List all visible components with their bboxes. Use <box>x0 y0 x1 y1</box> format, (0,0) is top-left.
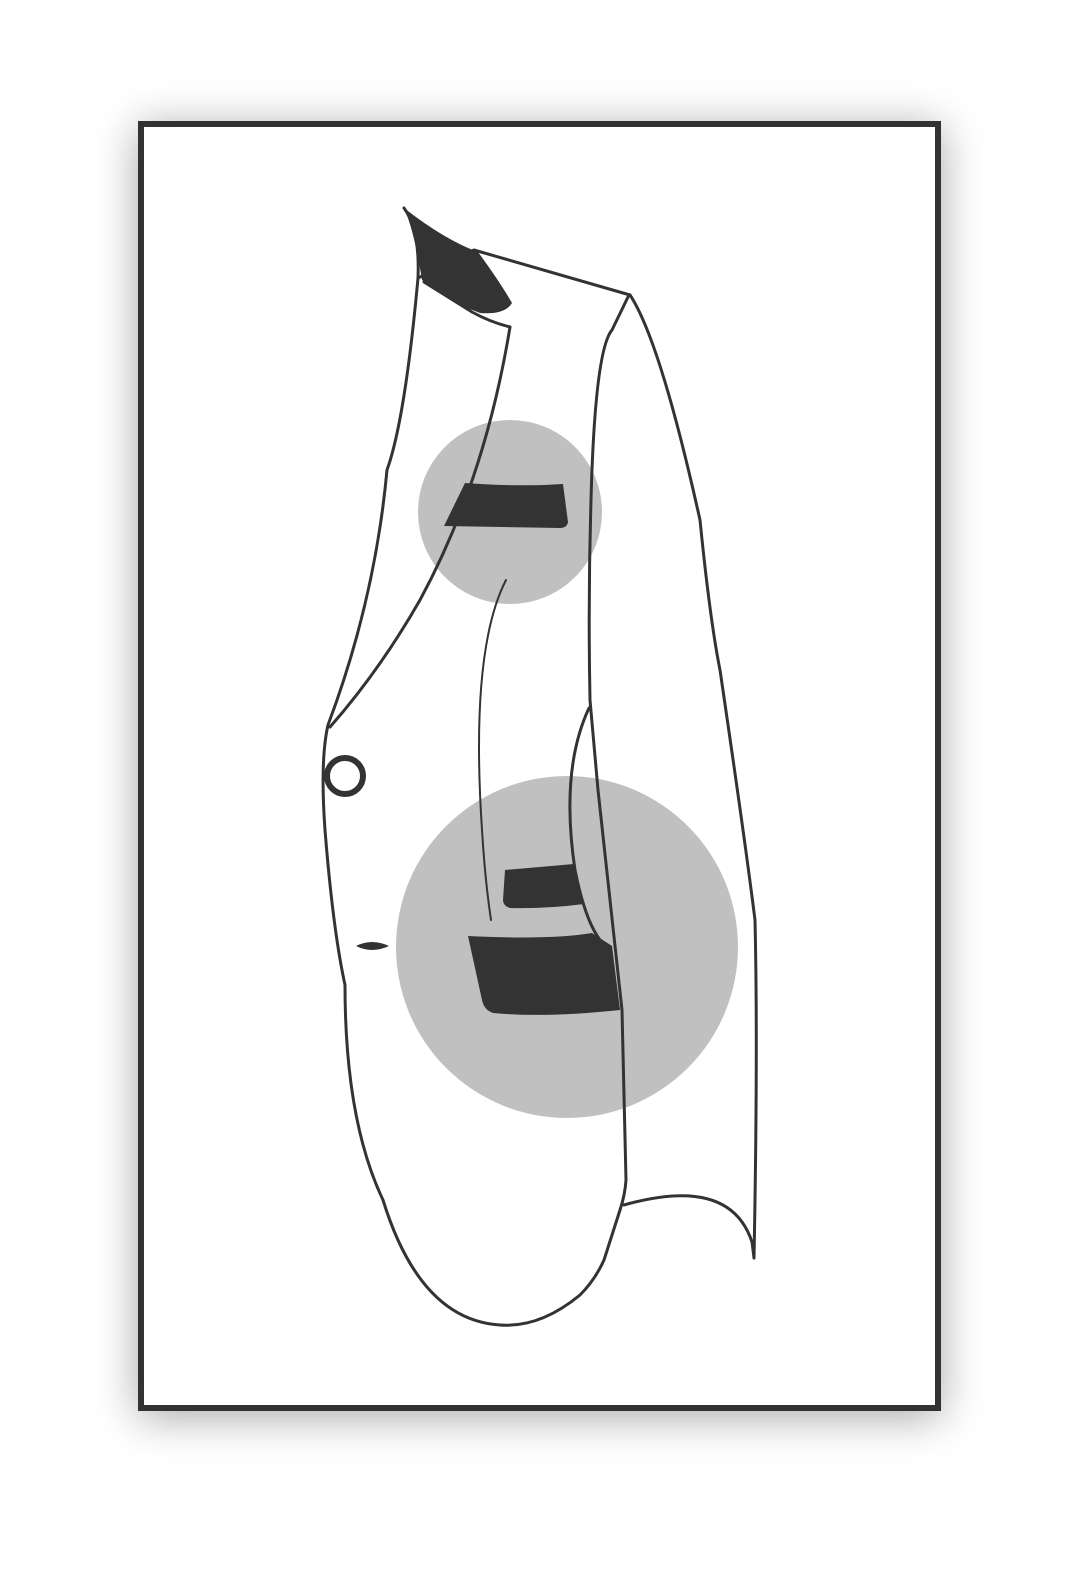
buttonhole-mark <box>356 942 389 950</box>
lapel-notch <box>422 280 512 329</box>
collar-underside <box>404 208 512 314</box>
sleeve-cuff <box>622 1194 756 1260</box>
lapel-outline <box>328 325 512 729</box>
picture-frame <box>138 121 941 1411</box>
lower-pocket-flap <box>468 933 620 1015</box>
side-seam <box>478 579 507 921</box>
front-button <box>324 755 366 797</box>
jacket-front-outline <box>321 276 622 1327</box>
sleeve-crease <box>568 706 602 942</box>
breast-pocket-flap <box>444 483 568 528</box>
ticket-pocket-flap <box>503 864 584 909</box>
sleeve-inner-outline <box>587 295 630 1212</box>
sleeve-outer-outline <box>628 293 758 1260</box>
